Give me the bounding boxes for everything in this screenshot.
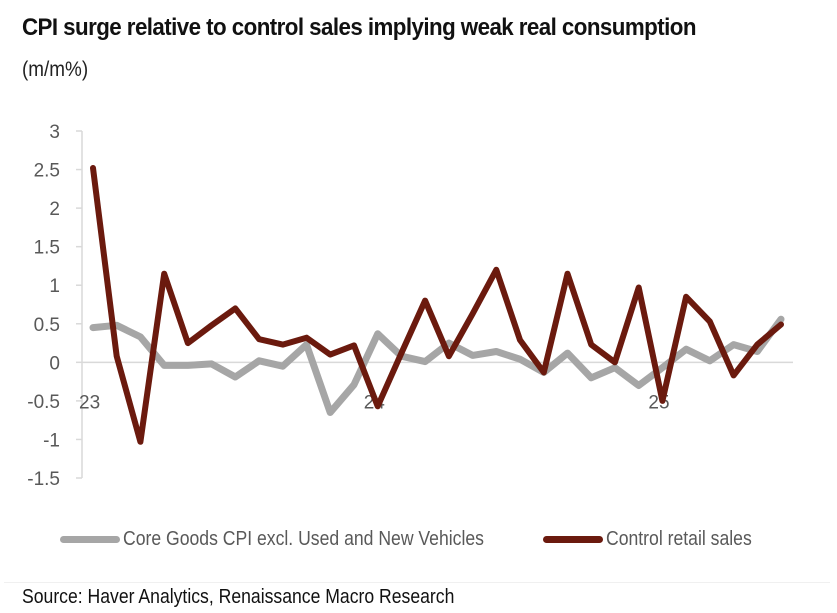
line-chart: 32.521.510.50-0.5-1-1.523 24 25 bbox=[27, 122, 793, 490]
y-tick-label: 0 bbox=[49, 353, 60, 374]
y-tick-label: 3 bbox=[49, 122, 60, 143]
legend-swatch-core-goods-cpi bbox=[60, 535, 120, 543]
y-tick-label: 1.5 bbox=[34, 238, 60, 259]
series-line-core-goods-cpi-excl-used-and-new-vehicles bbox=[89, 315, 785, 416]
y-tick-label: -0.5 bbox=[27, 392, 60, 413]
chart-subtitle: (m/m%) bbox=[22, 58, 89, 81]
legend-swatch-control-retail-sales bbox=[543, 535, 604, 543]
chart-frame bbox=[4, 108, 830, 583]
y-tick-label: 2 bbox=[49, 199, 60, 220]
legend-label-core-goods-cpi: Core Goods CPI excl. Used and New Vehicl… bbox=[123, 527, 484, 550]
y-tick-label: -1 bbox=[43, 430, 60, 451]
y-tick-label: 0.5 bbox=[34, 315, 60, 336]
y-tick-label: -1.5 bbox=[27, 469, 60, 490]
series-layer bbox=[89, 165, 785, 445]
source-note: Source: Haver Analytics, Renaissance Mac… bbox=[22, 586, 455, 608]
y-tick-label: 2.5 bbox=[34, 161, 60, 182]
legend-label-control-retail-sales: Control retail sales bbox=[606, 527, 752, 550]
y-tick-label: 1 bbox=[49, 276, 60, 297]
legend-item-control-retail-sales: Control retail sales bbox=[543, 528, 772, 551]
legend: Core Goods CPI excl. Used and New Vehicl… bbox=[60, 525, 782, 553]
chart-title: CPI surge relative to control sales impl… bbox=[22, 14, 696, 41]
series-line-control-retail-sales bbox=[90, 165, 784, 445]
legend-item-core-goods-cpi: Core Goods CPI excl. Used and New Vehicl… bbox=[60, 528, 533, 551]
x-tick-label: 23 bbox=[79, 392, 100, 413]
axes: 32.521.510.50-0.5-1-1.523 24 25 bbox=[27, 122, 793, 490]
